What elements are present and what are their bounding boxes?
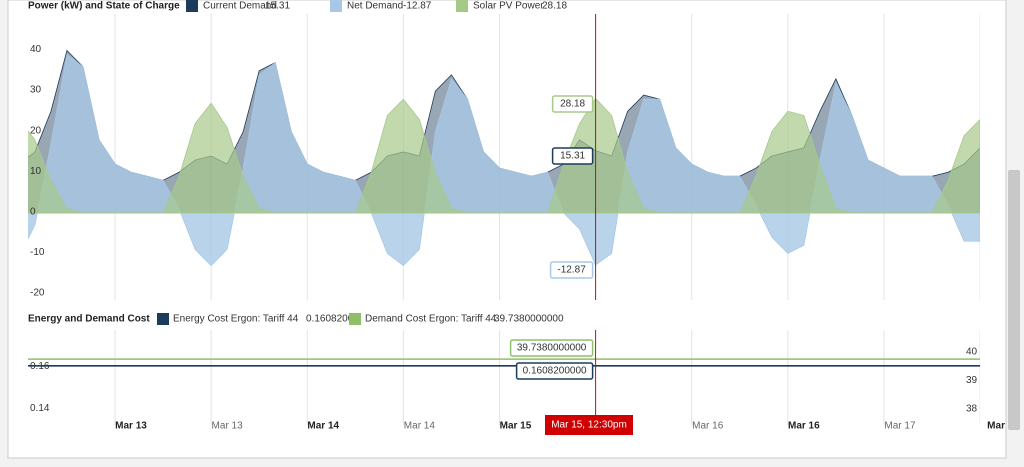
tooltip-box <box>549 261 594 279</box>
legend-label: Net Demand <box>347 1 403 12</box>
x-tick-label: Mar 16 <box>692 421 724 432</box>
legend-label: Demand Cost Ergon: Tariff 44 <box>365 314 497 325</box>
tooltip-value: 39.7380000000 <box>517 343 587 354</box>
tooltip-value: -12.87 <box>557 265 586 276</box>
legend-swatch <box>157 313 169 325</box>
y-tick-label: 30 <box>30 85 42 96</box>
legend-label: Energy Cost Ergon: Tariff 44 <box>173 314 299 325</box>
x-tick-label: Mar 15 <box>500 421 532 432</box>
crosshair-label-box <box>545 415 633 435</box>
legend-value: 0.16082000 <box>306 314 359 325</box>
legend-swatch <box>349 313 361 325</box>
panel <box>7 0 1007 459</box>
cost-plot <box>28 330 980 425</box>
x-tick-label: Mar 13 <box>212 421 244 432</box>
scrollbar[interactable] <box>1008 170 1020 430</box>
legend-swatch <box>186 0 198 12</box>
chart-title: Energy and Demand Cost <box>28 314 150 325</box>
tooltip-box <box>551 95 594 113</box>
y-tick-label: 20 <box>30 125 42 136</box>
y-tick-label: 10 <box>30 166 42 177</box>
legend-swatch <box>330 0 342 12</box>
y-tick-label: 0 <box>30 206 36 217</box>
x-tick-label: Mar 14 <box>307 421 339 432</box>
y2-tick-label: 39 <box>966 375 978 386</box>
tooltip-box <box>551 147 594 165</box>
y2-tick-label: 38 <box>966 403 978 414</box>
y-tick-label: -20 <box>30 288 45 299</box>
x-tick-label: Mar 17 <box>884 421 916 432</box>
y-tick-label: 0.14 <box>30 403 50 414</box>
chart-title: Power (kW) and State of Charge <box>28 1 180 12</box>
legend-value: 15.31 <box>265 1 290 12</box>
tooltip-value: 0.1608200000 <box>523 366 587 377</box>
legend-swatch <box>456 0 468 12</box>
y-tick-label: 0.16 <box>30 361 50 372</box>
crosshair-label: Mar 15, 12:30pm <box>551 420 627 431</box>
x-tick-label: Mar <box>987 421 1005 432</box>
y2-tick-label: 40 <box>966 346 978 357</box>
tooltip-value: 28.18 <box>560 99 585 110</box>
x-tick-label: Mar 16 <box>788 421 820 432</box>
tooltip-box <box>509 339 594 357</box>
y-tick-label: -10 <box>30 247 45 258</box>
legend-label: Current Demand <box>203 1 277 12</box>
tooltip-value: 15.31 <box>560 151 585 162</box>
tooltip-box <box>515 362 594 380</box>
x-tick-label: Mar 14 <box>404 421 436 432</box>
legend-label: Solar PV Power <box>473 1 544 12</box>
legend-value: -12.87 <box>403 1 432 12</box>
power-plot <box>28 14 980 300</box>
legend-value: 28.18 <box>542 1 567 12</box>
legend-value: 39.7380000000 <box>494 314 564 325</box>
y-tick-label: 40 <box>30 44 42 55</box>
area <box>28 97 980 214</box>
overlay: Mar 13 Mar 13 Mar 14 Mar 14 Mar 15 Mar 16 Mar … <box>30 0 1005 435</box>
x-tick-label: Mar 13 <box>115 421 147 432</box>
